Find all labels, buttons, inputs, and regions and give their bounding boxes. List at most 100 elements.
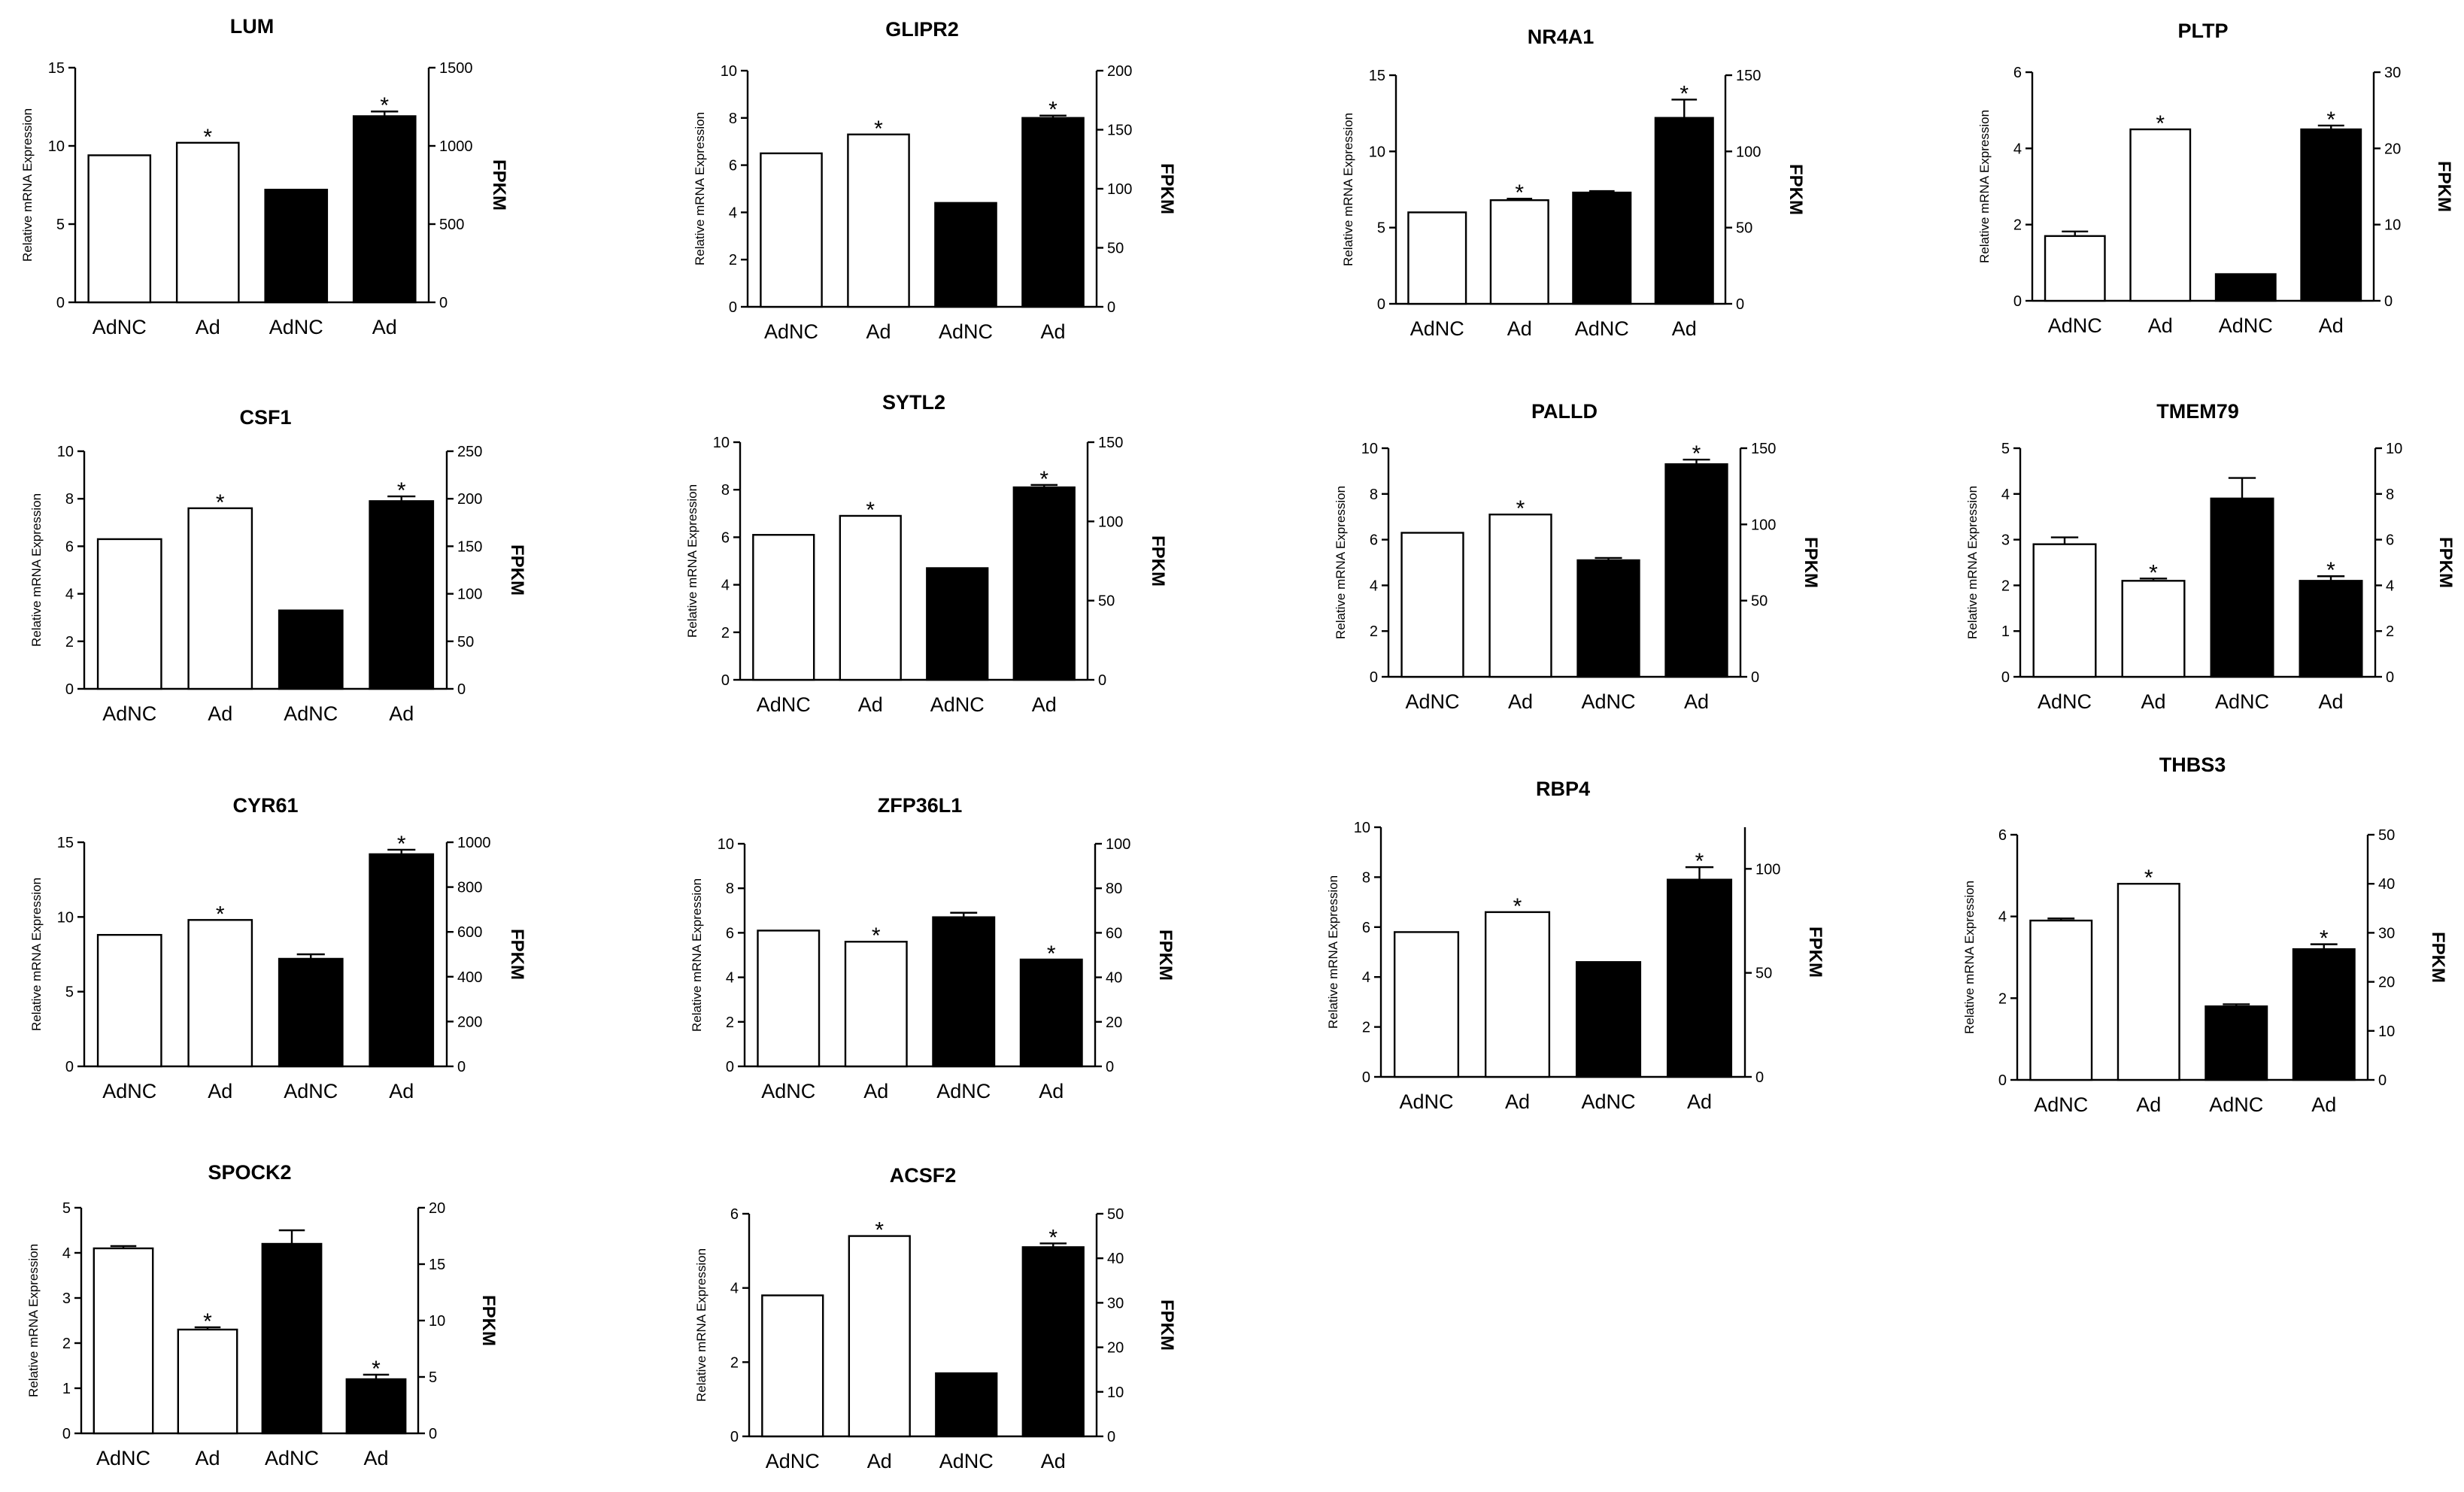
right-axis-label: FPKM xyxy=(1148,535,1168,587)
bar-adnc-3 xyxy=(264,189,329,304)
category-label: AdNC xyxy=(761,1080,815,1102)
significance-star: * xyxy=(2326,108,2335,132)
chart-title: SYTL2 xyxy=(882,391,945,414)
right-tick-label: 150 xyxy=(1736,68,1761,84)
category-label: AdNC xyxy=(284,702,338,725)
right-tick-label: 20 xyxy=(1106,1014,1122,1031)
left-tick-label: 10 xyxy=(721,63,737,80)
left-tick-label: 5 xyxy=(2001,441,2010,457)
chart-panel-lum: LUM 0 5 10 15 0 500 1000 1500 Relative mRNA Expre… xyxy=(20,15,509,338)
left-tick-label: 10 xyxy=(718,836,734,853)
chart-title: PLTP xyxy=(2178,20,2229,42)
right-tick-label: 30 xyxy=(1107,1295,1124,1312)
left-tick-label: 2 xyxy=(1370,623,1378,640)
right-tick-label: 50 xyxy=(2378,827,2395,844)
bar-adnc-1 xyxy=(1393,931,1460,1078)
category-label: AdNC xyxy=(102,702,156,725)
chart-panel-cyr61: CYR61 0 5 10 15 0 200 400 600 800 1000 Relative mRN… xyxy=(29,794,527,1102)
right-tick-label: 200 xyxy=(457,491,482,508)
bar-ad-4 xyxy=(1654,117,1714,305)
bar-ad-2 xyxy=(847,133,910,308)
left-tick-label: 6 xyxy=(726,925,734,942)
right-tick-label: 100 xyxy=(1736,144,1761,160)
right-tick-label: 0 xyxy=(457,1059,466,1075)
right-tick-label: 15 xyxy=(429,1257,445,1273)
significance-star: * xyxy=(874,117,883,141)
right-tick-label: 150 xyxy=(1751,441,1776,457)
category-label: AdNC xyxy=(93,316,147,338)
category-label: AdNC xyxy=(1405,690,1459,713)
category-label: Ad xyxy=(863,1080,888,1102)
left-tick-label: 8 xyxy=(1362,869,1370,886)
left-axis-label: Relative mRNA Expression xyxy=(29,493,44,647)
left-tick-label: 5 xyxy=(1377,220,1385,237)
left-tick-label: 4 xyxy=(2013,141,2022,157)
left-axis-label: Relative mRNA Expression xyxy=(1965,486,1980,639)
left-tick-label: 2 xyxy=(1998,990,2007,1007)
right-axis-label: FPKM xyxy=(1155,929,1176,981)
left-tick-label: 6 xyxy=(1370,532,1378,549)
right-axis-label: FPKM xyxy=(2434,161,2454,212)
right-tick-label: 1500 xyxy=(439,60,473,77)
category-label: AdNC xyxy=(766,1450,820,1472)
category-label: Ad xyxy=(2319,314,2344,337)
category-label: Ad xyxy=(1684,690,1709,713)
bar-ad-2 xyxy=(1488,513,1552,678)
right-tick-label: 10 xyxy=(2378,1023,2395,1040)
chart-title: GLIPR2 xyxy=(885,18,959,41)
left-tick-label: 4 xyxy=(1362,969,1370,986)
category-label: AdNC xyxy=(2215,690,2269,713)
significance-star: * xyxy=(872,923,881,948)
right-tick-label: 6 xyxy=(2386,532,2394,549)
bar-adnc-1 xyxy=(96,933,162,1068)
bar-ad-2 xyxy=(175,141,240,304)
right-axis-label: FPKM xyxy=(1157,1299,1177,1351)
right-tick-label: 8 xyxy=(2386,487,2394,503)
significance-star: * xyxy=(1048,98,1058,123)
right-tick-label: 150 xyxy=(1098,435,1123,451)
right-tick-label: 40 xyxy=(2378,876,2395,893)
significance-star: * xyxy=(216,902,225,926)
bar-ad-4 xyxy=(1666,878,1733,1078)
chart-title: THBS3 xyxy=(2159,754,2226,776)
left-tick-label: 0 xyxy=(2013,293,2022,310)
right-tick-label: 10 xyxy=(1107,1384,1124,1401)
category-label: Ad xyxy=(866,320,891,343)
bar-adnc-3 xyxy=(2210,497,2274,678)
left-axis-label: Relative mRNA Expression xyxy=(694,1248,709,1402)
bar-ad-2 xyxy=(187,919,253,1068)
right-tick-label: 50 xyxy=(1755,966,1772,982)
significance-star: * xyxy=(203,1309,212,1334)
right-tick-label: 50 xyxy=(1098,593,1115,610)
bar-adnc-1 xyxy=(93,1247,154,1435)
left-tick-label: 4 xyxy=(1370,578,1378,594)
left-tick-label: 8 xyxy=(729,111,737,127)
bar-ad-2 xyxy=(848,1235,911,1438)
right-tick-label: 0 xyxy=(1106,1059,1114,1075)
chart-title: TMEM79 xyxy=(2156,400,2239,423)
right-tick-label: 0 xyxy=(2384,293,2393,310)
left-axis-label: Relative mRNA Expression xyxy=(1341,113,1355,266)
category-label: AdNC xyxy=(102,1080,156,1102)
bar-adnc-3 xyxy=(2205,1005,2268,1081)
right-tick-label: 30 xyxy=(2378,925,2395,942)
left-tick-label: 0 xyxy=(1377,296,1385,313)
right-tick-label: 50 xyxy=(457,634,474,650)
bar-adnc-3 xyxy=(935,1372,998,1438)
right-tick-label: 1000 xyxy=(457,835,491,851)
right-tick-label: 0 xyxy=(2378,1072,2387,1089)
bar-adnc-1 xyxy=(2044,235,2106,302)
right-tick-label: 0 xyxy=(429,1426,437,1442)
right-tick-label: 30 xyxy=(2384,65,2401,81)
bar-ad-4 xyxy=(2292,948,2356,1081)
bar-ad-4 xyxy=(2299,580,2363,678)
right-tick-label: 10 xyxy=(2384,217,2401,234)
left-axis-label: Relative mRNA Expression xyxy=(29,878,44,1031)
chart-panel-tmem79: TMEM79 0 1 2 3 4 5 0 2 4 6 8 10 Relative mRNA Express… xyxy=(1965,400,2456,713)
bar-adnc-1 xyxy=(2029,919,2093,1081)
left-axis-label: Relative mRNA Expression xyxy=(1962,881,1977,1034)
